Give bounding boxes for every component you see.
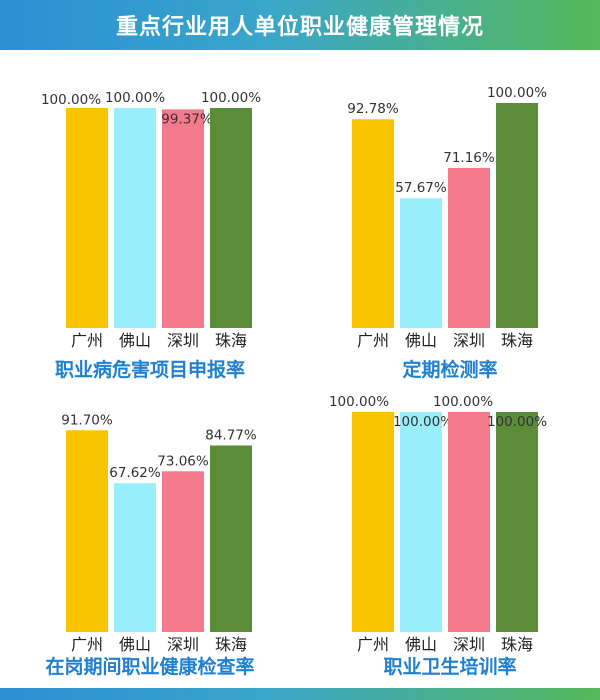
bar-2 — [448, 412, 490, 632]
bar-0 — [352, 412, 394, 632]
category-label: 佛山 — [119, 635, 151, 654]
category-label: 佛山 — [119, 331, 151, 350]
chart-inspection-rate: 92.78% 广州 57.67% 佛山 71.16% 深圳 100.00% 珠海 定期检测率 — [300, 50, 600, 381]
bar-value-label: 99.37% — [161, 111, 213, 127]
category-label: 深圳 — [453, 635, 485, 654]
bar-value-label: 73.06% — [157, 453, 209, 469]
bar-value-label: 92.78% — [347, 101, 399, 117]
category-label: 深圳 — [167, 635, 199, 654]
category-label: 广州 — [357, 635, 389, 654]
bar-0 — [352, 119, 394, 329]
bar-0 — [66, 430, 108, 632]
bar-value-label: 91.70% — [61, 412, 113, 428]
bar-2 — [162, 471, 204, 632]
bar-3 — [496, 103, 538, 328]
chart-declaration-rate-svg: 100.00% 广州 100.00% 佛山 99.37% 深圳 100.00% 珠海 — [41, 90, 261, 350]
category-label: 深圳 — [453, 331, 485, 350]
chart-training-rate: 100.00% 广州 100.00% 佛山 100.00% 深圳 100.00% 珠海 职业卫… — [300, 355, 600, 678]
category-label: 珠海 — [501, 635, 533, 654]
chart-title: 职业病危害项目申报率 — [54, 359, 245, 381]
bar-3 — [210, 445, 252, 632]
bar-value-label: 100.00% — [487, 85, 547, 101]
bar-1 — [400, 412, 442, 632]
bar-3 — [496, 412, 538, 632]
bar-1 — [114, 108, 156, 328]
page-title: 重点行业用人单位职业健康管理情况 — [115, 15, 484, 40]
bar-value-label: 57.67% — [395, 180, 447, 196]
bar-value-label: 100.00% — [487, 414, 547, 430]
bar-value-label: 71.16% — [443, 150, 495, 166]
category-label: 广州 — [357, 331, 389, 350]
chart-title: 在岗期间职业健康检查率 — [45, 656, 255, 678]
bar-1 — [400, 198, 442, 328]
chart-declaration-rate: 100.00% 广州 100.00% 佛山 99.37% 深圳 100.00% 珠海 职业病危… — [0, 50, 300, 381]
bar-value-label: 100.00% — [329, 394, 389, 410]
chart-inspection-rate-svg: 92.78% 广州 57.67% 佛山 71.16% 深圳 100.00% 珠海 — [347, 85, 547, 350]
bar-value-label: 100.00% — [105, 90, 165, 106]
bar-value-label: 84.77% — [205, 428, 257, 444]
bar-1 — [114, 483, 156, 632]
bar-value-label: 67.62% — [109, 465, 161, 481]
chart-training-rate-svg: 100.00% 广州 100.00% 佛山 100.00% 深圳 100.00% 珠海 — [329, 394, 547, 654]
bar-0 — [66, 108, 108, 328]
category-label: 珠海 — [215, 635, 247, 654]
bar-value-label: 100.00% — [41, 92, 101, 108]
category-label: 珠海 — [215, 331, 247, 350]
category-label: 佛山 — [405, 635, 437, 654]
category-label: 佛山 — [405, 331, 437, 350]
bar-2 — [448, 167, 490, 328]
category-label: 广州 — [71, 635, 103, 654]
bar-value-label: 100.00% — [393, 414, 453, 430]
bar-3 — [210, 108, 252, 328]
chart-title: 职业卫生培训率 — [383, 656, 517, 678]
chart-title: 定期检测率 — [402, 359, 498, 381]
chart-health-check-rate-svg: 91.70% 广州 67.62% 佛山 73.06% 深圳 84.77% 珠海 — [61, 412, 257, 654]
category-label: 珠海 — [501, 331, 533, 350]
header-banner: 重点行业用人单位职业健康管理情况 — [0, 0, 600, 50]
bottom-bar — [0, 688, 600, 700]
category-label: 广州 — [71, 331, 103, 350]
chart-health-check-rate: 91.70% 广州 67.62% 佛山 73.06% 深圳 84.77% 珠海 在岗期间职业健… — [0, 355, 300, 678]
bar-value-label: 100.00% — [433, 394, 493, 410]
category-label: 深圳 — [167, 331, 199, 350]
bar-2 — [162, 109, 204, 328]
bar-value-label: 100.00% — [201, 90, 261, 106]
